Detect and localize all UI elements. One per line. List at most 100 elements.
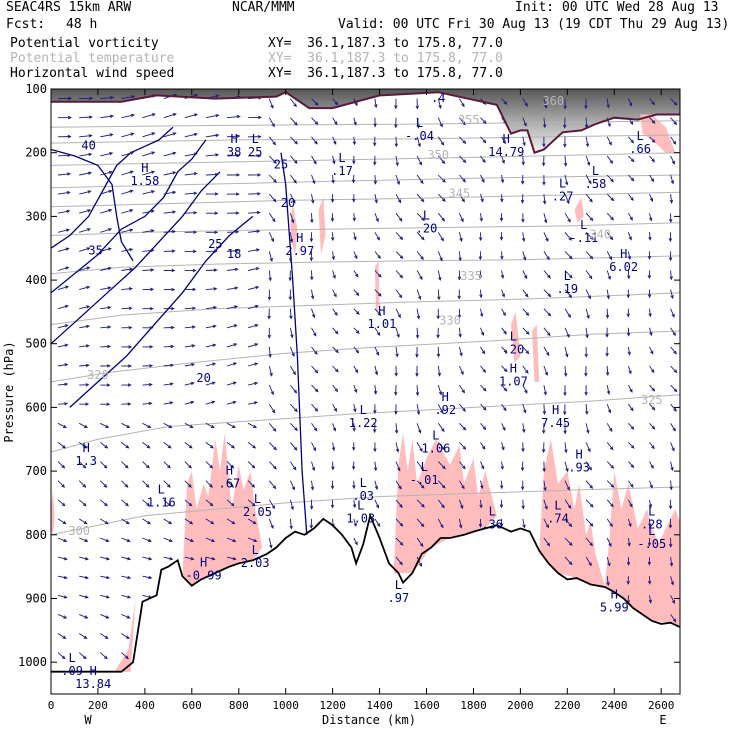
wind-vector [395,289,402,298]
wind-vector-head [210,424,215,428]
wind-vector-head [130,151,135,155]
wind-vector-head [651,158,655,163]
wind-vector-head [672,427,676,432]
wind-vector-head [630,197,634,202]
y-axis-title: Pressure (hPa) [2,341,16,442]
wind-vector-head [230,484,234,488]
wind-vector-head [650,465,654,470]
wind-vector-head [542,200,547,205]
wind-vector-head [209,502,214,507]
wind-vector-head [62,424,67,428]
wind-vector [437,270,441,281]
wind-vector-head [251,464,256,469]
extremum-value: .97 [388,591,410,605]
wind-vector-head [172,112,177,117]
wind-vector [289,327,293,338]
wind-vector-head [628,236,632,241]
wind-vector-head [352,198,356,203]
extremum-value: -.11 [569,231,598,245]
wind-vector-head [589,542,593,547]
wind-vector-head [478,237,483,242]
wind-vector [248,267,259,271]
wind-vector-head [233,305,239,309]
theta-contour-310 [51,394,680,453]
wind-vector [247,324,258,329]
wind-vector [121,422,130,428]
wind-vector-head [669,543,673,548]
wind-vector-head [268,277,272,282]
wind-vector-head [235,248,240,253]
wind-vector [205,422,215,428]
extremum-marker: L [580,218,587,232]
wind-vector-head [82,502,87,507]
wind-vector-head [253,424,258,428]
wind-vector-head [372,142,377,147]
pv-region [182,432,263,586]
wind-vector-head [568,274,573,279]
wind-vector [543,213,547,223]
wind-vector [374,308,381,316]
wind-vector-head [627,542,631,547]
wind-vector [670,327,676,336]
wind-vector-head [85,402,90,406]
wind-vector [416,308,420,319]
wind-vector-head [565,468,569,473]
wind-vector-head [629,102,633,107]
wind-vector [78,499,87,507]
wind-vector [649,365,655,373]
wind-vector [564,308,571,318]
wind-vector-head [334,330,339,335]
wind-vector-head [65,247,70,251]
wind-vector [395,499,403,508]
wind-vector-head [168,424,173,428]
wind-vector [290,461,297,470]
wind-vector-head [170,325,175,330]
wind-vector-head [501,293,505,298]
wind-vector [395,193,401,203]
wind-vector-head [124,484,129,488]
wind-vector [670,557,673,566]
wind-vector-head [648,523,652,528]
wind-vector [184,363,195,367]
wind-vector-head [353,121,357,126]
wind-vector [100,287,111,291]
wind-vector-head [193,230,198,234]
wind-vector [100,345,111,348]
wind-vector [353,136,356,145]
wind-vector [268,193,277,202]
wind-vector [606,404,611,413]
wind-vector-head [128,287,133,291]
wind-vector-head [251,484,256,488]
wind-vector-head [587,448,591,453]
wind-vector-head [480,313,484,318]
wind-vector-head [461,198,465,203]
wind-vector [606,576,609,586]
wind-vector [670,308,675,317]
wind-vector-head [84,557,89,561]
wind-vector [100,152,113,157]
wind-vector [501,461,504,470]
pv-region [393,432,497,573]
wind-vector-head [64,343,69,348]
wind-vector-head [440,524,444,529]
wind-vector [649,193,653,202]
field-name-potential-temperature: Potential temperature [10,51,175,66]
wind-vector-head [271,505,276,510]
wind-vector [121,190,133,195]
wind-vector-head [588,466,592,471]
wind-vector-head [125,502,129,507]
wind-vector-head [670,581,675,586]
wind-vector [649,213,652,221]
wind-vector-head [192,249,197,254]
wind-vector [57,518,66,525]
wind-vector-head [215,94,220,98]
wind-vector [627,518,632,527]
extremum-value: .28 [641,518,663,532]
wind-vector [628,174,635,182]
wind-vector-head [589,198,593,203]
wind-vector-head [648,599,653,604]
wind-speed-contours [51,126,308,535]
wind-vector [100,575,110,579]
wind-vector-head [67,172,72,176]
wind-vector [100,247,112,252]
